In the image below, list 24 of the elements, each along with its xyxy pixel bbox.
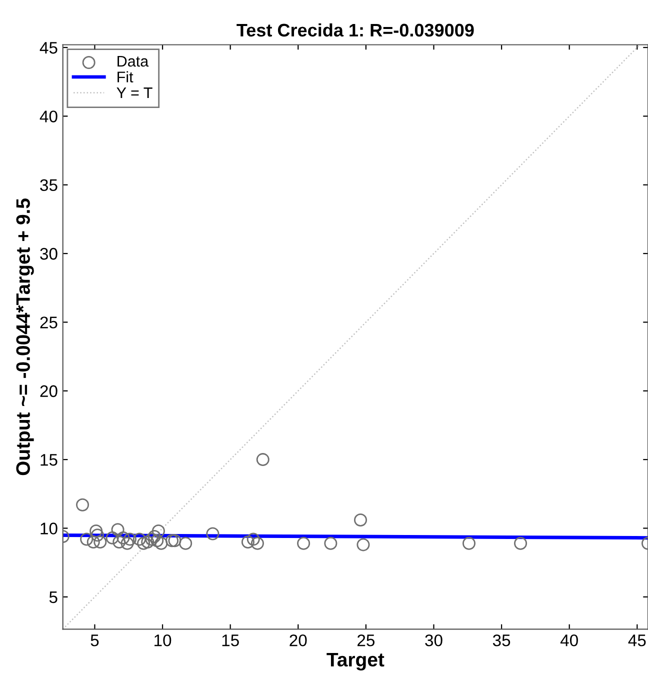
x-tick-label: 30 <box>425 634 442 646</box>
chart-title: Test Crecida 1: R=-0.039009 <box>236 23 474 37</box>
y-tick-label: 5 <box>49 591 58 604</box>
x-tick-label: 5 <box>90 634 99 646</box>
x-tick-label: 35 <box>492 634 510 646</box>
y-axis-title: Output ~= -0.0044*Target + 9.5 <box>16 198 34 476</box>
y-tick-label: 35 <box>40 179 58 192</box>
legend-label: Data <box>118 56 149 67</box>
x-tick-label: 20 <box>290 634 307 646</box>
y-tick-label: 40 <box>40 110 58 122</box>
x-tick-label: 45 <box>628 634 646 646</box>
x-tick-label: 15 <box>222 634 239 646</box>
x-tick-label: 10 <box>154 634 172 646</box>
y-tick-label: 45 <box>40 42 58 54</box>
legend-label: Y = T <box>116 88 152 98</box>
legend-label: Fit <box>118 71 134 82</box>
x-tick-label: 40 <box>560 634 578 646</box>
y-tick-label: 30 <box>40 248 58 260</box>
x-axis-title: Target <box>326 652 384 670</box>
y-tick-label: 25 <box>40 316 58 328</box>
y-tick-label: 15 <box>40 454 58 466</box>
y-tick-label: 20 <box>40 385 58 398</box>
y-tick-label: 10 <box>40 522 58 534</box>
x-tick-label: 25 <box>358 634 375 646</box>
